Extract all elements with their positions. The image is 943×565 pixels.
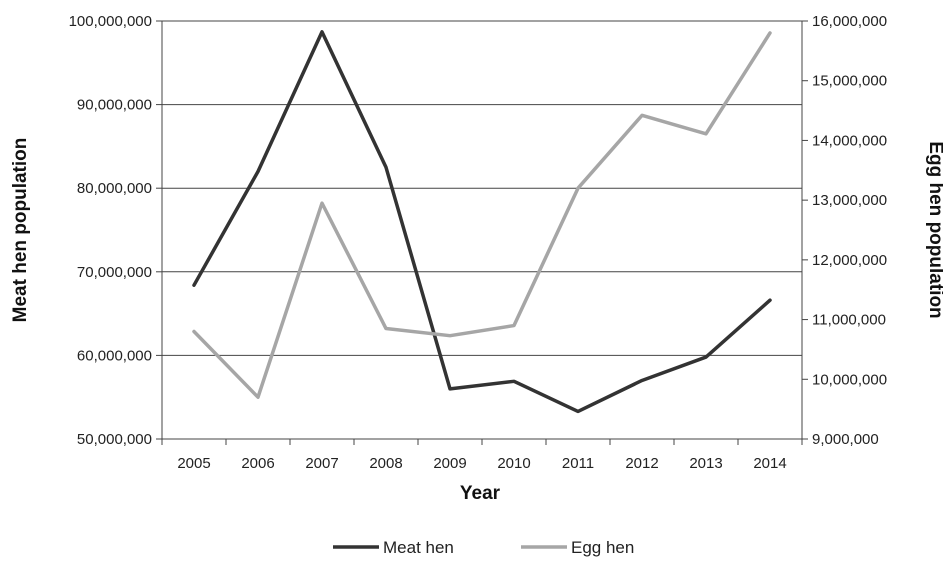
y-axis-right-title: Egg hen population [925,141,943,318]
series-line-meat-hen [192,30,772,414]
y-tick-label: 50,000,000 [77,431,152,448]
x-tick-label: 2007 [305,455,338,472]
y2-tick-label: 9,000,000 [812,431,879,448]
series [192,30,772,414]
x-tick-label: 2011 [562,455,594,472]
y-tick-label: 70,000,000 [77,264,152,281]
x-tick-label: 2012 [625,455,658,472]
x-axis-ticks: 2005 2006 2007 2008 2009 2010 2011 2012 2013 2014 [161,439,803,472]
y-tick-label: 90,000,000 [77,97,152,114]
y-axis-left-ticks: 50,000,000 60,000,000 70,000,000 80,000,000… [69,13,162,448]
y2-tick-label: 15,000,000 [812,73,887,90]
series-line-egg-hen [192,31,772,399]
y-tick-label: 60,000,000 [77,347,152,364]
legend: Meat hen Egg hen [333,538,634,557]
x-tick-label: 2010 [497,455,530,472]
legend-label-egg-hen: Egg hen [571,538,634,557]
x-tick-label: 2014 [753,455,786,472]
y2-tick-label: 10,000,000 [812,371,887,388]
y2-tick-label: 13,000,000 [812,192,887,209]
y2-tick-label: 16,000,000 [812,13,887,30]
x-tick-label: 2005 [177,455,210,472]
y-tick-label: 100,000,000 [69,13,152,30]
x-tick-label: 2013 [689,455,722,472]
y-tick-label: 80,000,000 [77,180,152,197]
y-axis-left-title: Meat hen population [10,138,31,323]
x-tick-label: 2008 [369,455,402,472]
y-axis-right-ticks: 9,000,000 10,000,000 11,000,000 12,000,000 1… [802,13,887,448]
axes [161,21,803,440]
x-tick-label: 2009 [433,455,466,472]
x-tick-label: 2006 [241,455,274,472]
grid-lines [162,20,802,356]
y2-tick-label: 12,000,000 [812,252,887,269]
y2-tick-label: 14,000,000 [812,132,887,149]
x-axis-title: Year [460,483,501,504]
legend-label-meat-hen: Meat hen [383,538,454,557]
y2-tick-label: 11,000,000 [812,312,886,329]
